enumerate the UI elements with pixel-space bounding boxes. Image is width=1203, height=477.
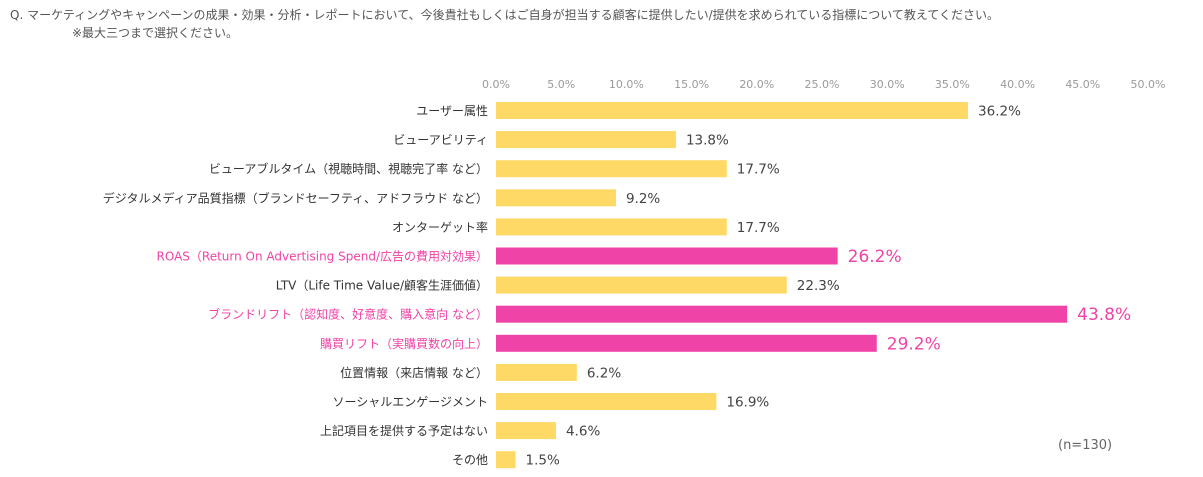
category-label: ユーザー属性: [416, 104, 488, 118]
category-label: ビューアブルタイム（視聴時間、視聴完了率 など）: [209, 161, 488, 176]
x-tick-label: 5.0%: [547, 78, 575, 91]
question-prefix: Q.: [10, 8, 24, 22]
category-label: ROAS（Return On Advertising Spend/広告の費用対効…: [157, 249, 488, 264]
category-label: ソーシャルエンゲージメント: [332, 395, 488, 409]
bar: [496, 334, 877, 352]
value-label: 13.8%: [686, 133, 729, 149]
x-tick-label: 30.0%: [870, 78, 905, 91]
x-tick-label: 25.0%: [805, 78, 840, 91]
category-label: 購買リフト（実購買数の向上）: [320, 336, 488, 351]
bar: [496, 218, 727, 236]
category-label: ブランドリフト（認知度、好意度、購入意向 など）: [208, 307, 488, 322]
value-label: 43.8%: [1077, 305, 1131, 325]
category-label: デジタルメディア品質指標（ブランドセーフティ、アドフラウド など）: [103, 190, 488, 205]
value-label: 36.2%: [978, 104, 1021, 120]
x-tick-label: 45.0%: [1065, 78, 1100, 91]
value-label: 17.7%: [737, 162, 780, 178]
value-label: 9.2%: [626, 191, 660, 207]
bar: [496, 422, 556, 440]
value-label: 6.2%: [587, 365, 621, 381]
bar: [496, 160, 727, 178]
x-tick-label: 15.0%: [674, 78, 709, 91]
question-note: ※最大三つまで選択ください。: [72, 26, 239, 40]
value-label: 26.2%: [848, 247, 902, 267]
bar: [496, 393, 717, 410]
bar: [496, 276, 787, 294]
category-label: ビューアビリティ: [393, 133, 488, 147]
bar: [496, 189, 616, 207]
value-label: 4.6%: [566, 424, 600, 440]
value-label: 29.2%: [887, 334, 941, 354]
x-tick-label: 35.0%: [935, 78, 970, 91]
bar: [496, 102, 969, 119]
bar: [496, 247, 838, 265]
question-text: Q. マーケティングやキャンペーンの成果・効果・分析・レポートにおいて、今後貴社…: [10, 6, 999, 42]
value-label: 16.9%: [726, 395, 769, 411]
bar: [496, 363, 577, 381]
value-label: 17.7%: [737, 220, 780, 236]
bar: [496, 305, 1068, 323]
category-label: オンターゲット率: [392, 219, 488, 234]
bar: [496, 451, 516, 469]
category-label: LTV（Life Time Value/顧客生涯価値）: [276, 278, 488, 293]
sample-size: (n=130): [1058, 438, 1113, 453]
category-label: 上記項目を提供する予定はない: [320, 423, 488, 438]
x-tick-label: 20.0%: [739, 78, 774, 91]
category-label: その他: [452, 453, 488, 467]
value-label: 22.3%: [797, 278, 840, 294]
x-tick-label: 40.0%: [1000, 78, 1035, 91]
category-label: 位置情報（来店情報 など）: [340, 365, 488, 380]
x-tick-label: 0.0%: [482, 78, 510, 91]
bar: [496, 131, 676, 149]
value-label: 1.5%: [526, 453, 560, 469]
x-tick-label: 50.0%: [1131, 78, 1166, 91]
x-tick-label: 10.0%: [609, 78, 644, 91]
question-body: マーケティングやキャンペーンの成果・効果・分析・レポートにおいて、今後貴社もしく…: [27, 8, 999, 22]
